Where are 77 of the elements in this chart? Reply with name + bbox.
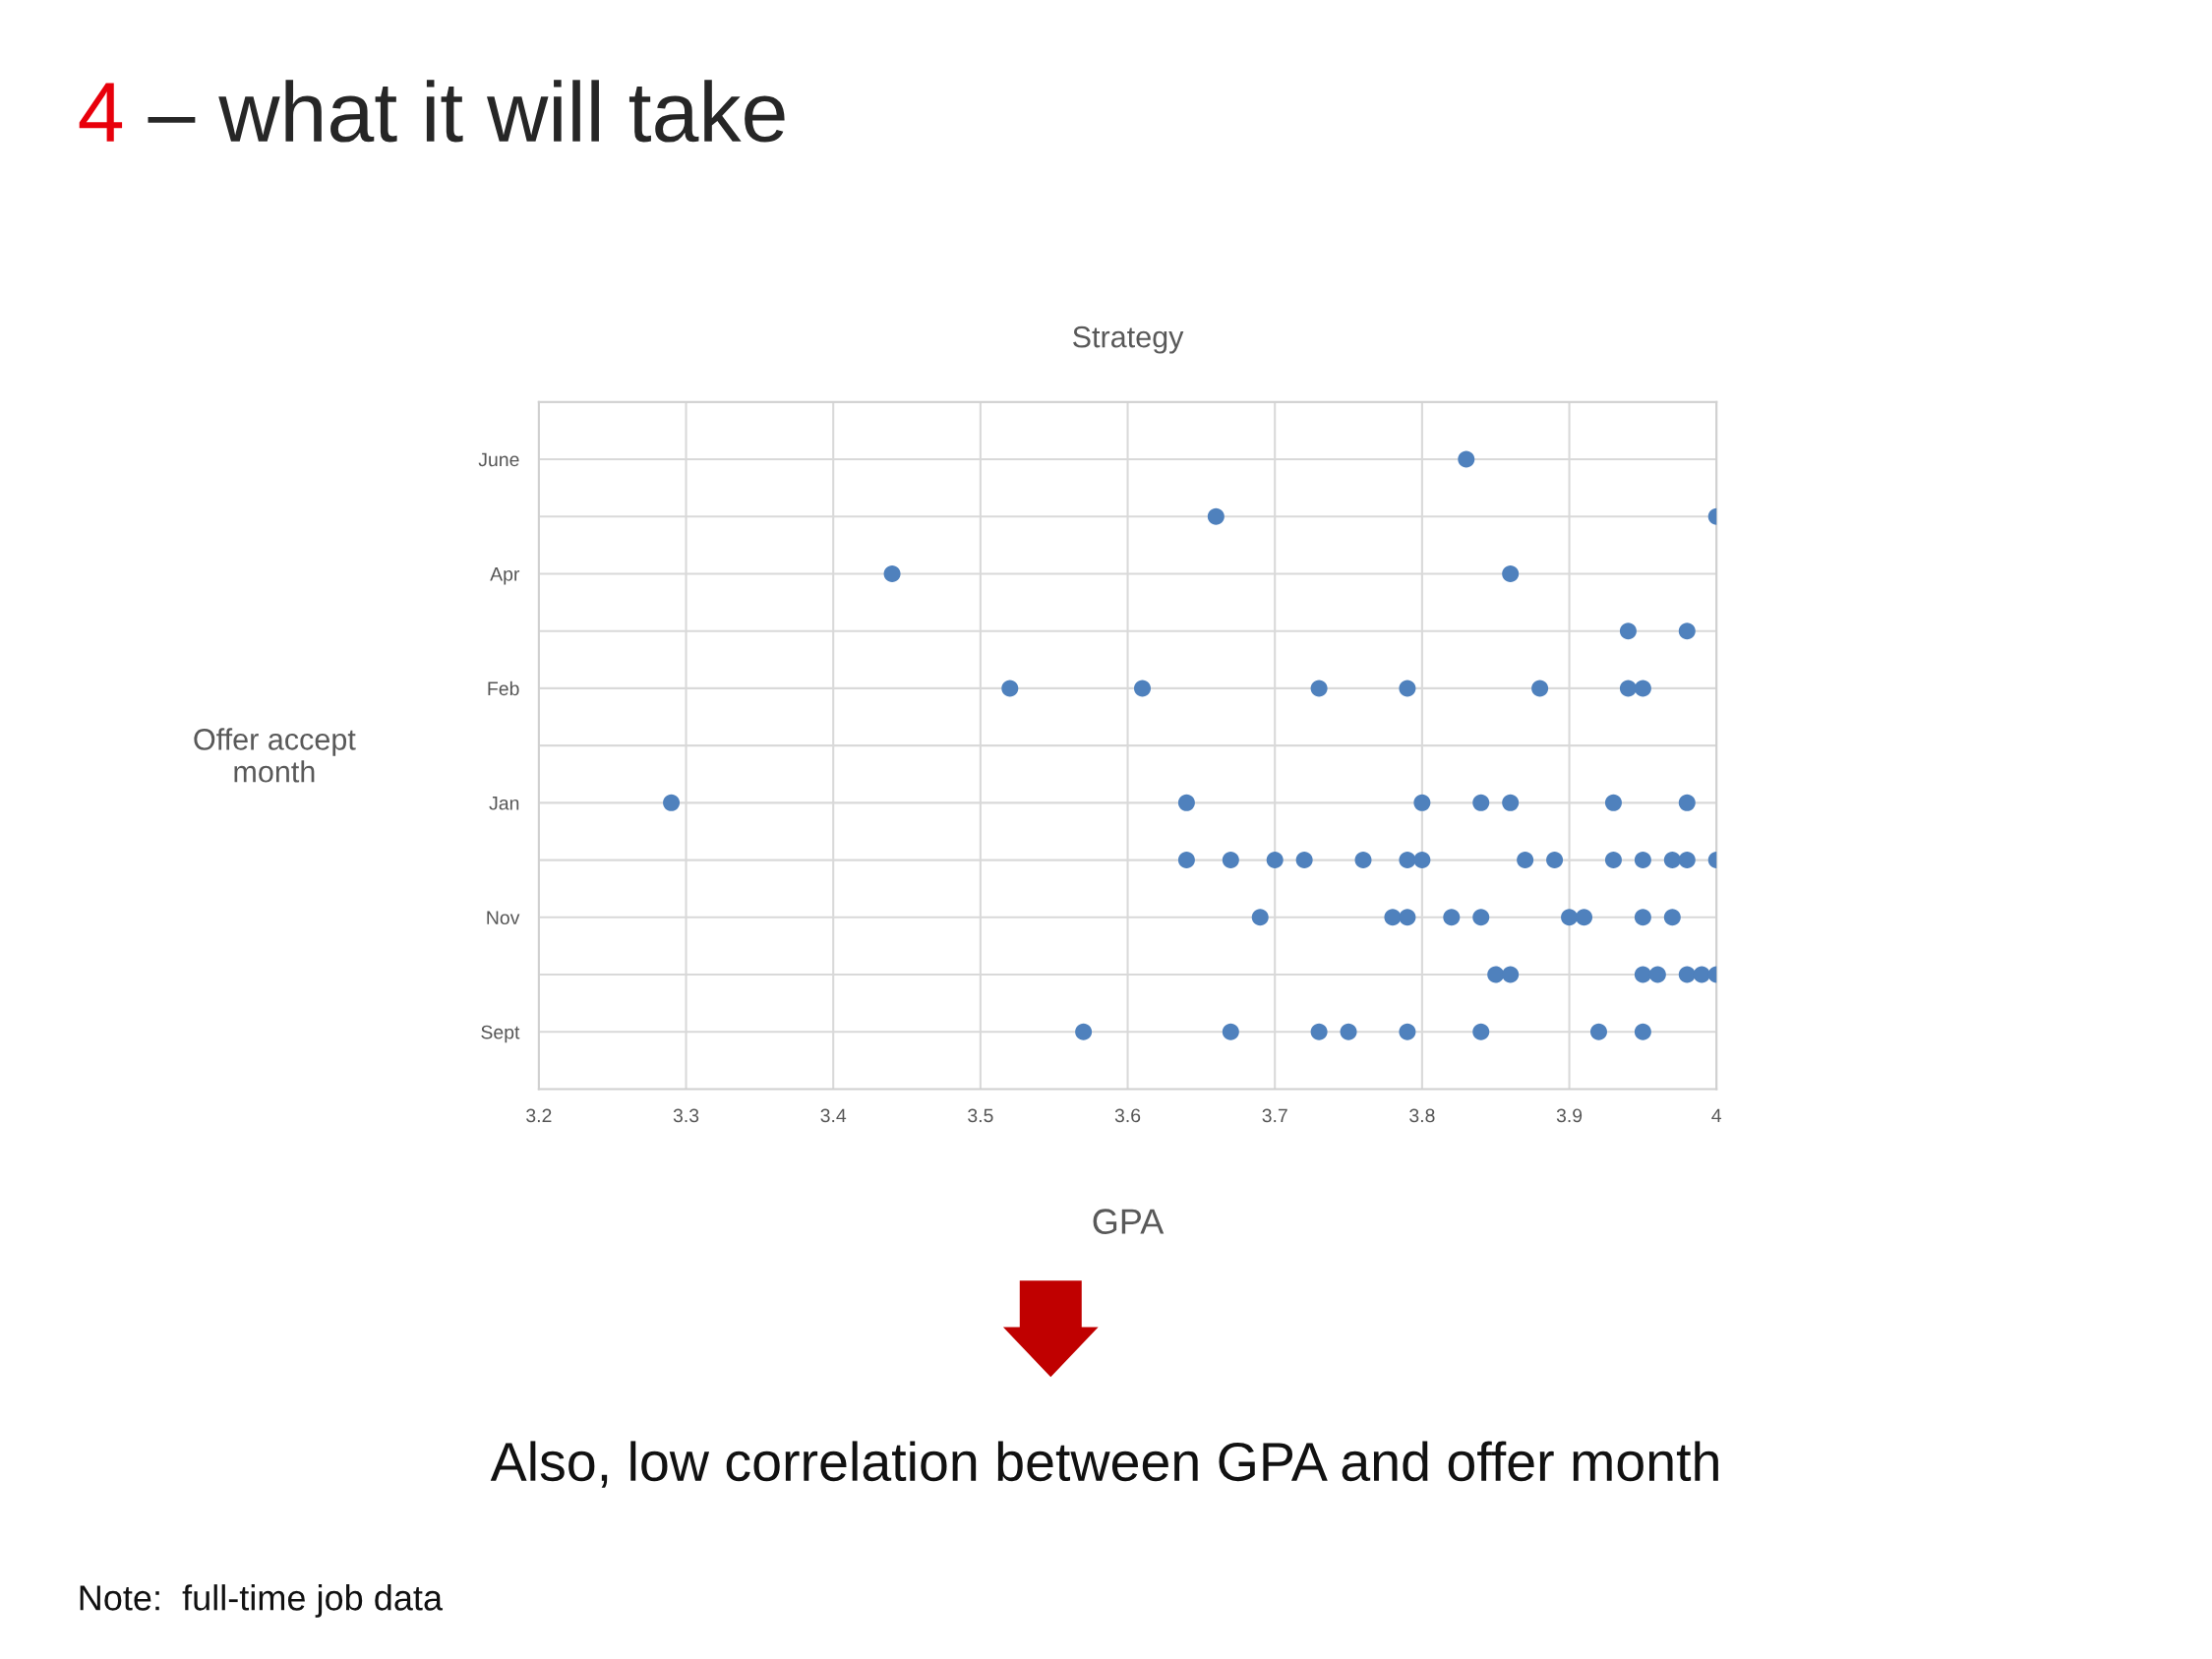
point (1413, 794, 1431, 811)
point (1531, 680, 1549, 697)
point (1634, 852, 1651, 869)
point (1663, 909, 1681, 926)
point (1207, 507, 1225, 525)
x-axis-title: GPA (1093, 1209, 1165, 1234)
point (1399, 909, 1416, 926)
x-tick-label: 3.2 (526, 1108, 552, 1123)
point (1310, 680, 1328, 697)
point (1502, 564, 1520, 582)
point (1589, 1023, 1607, 1040)
point (1413, 852, 1431, 869)
x-tick-label: 3.6 (1114, 1108, 1141, 1123)
point (1384, 909, 1402, 926)
y-axis-title: Offer accept month (194, 728, 356, 783)
point (1502, 794, 1520, 811)
point (1487, 966, 1505, 983)
x-tick-label: 3.9 (1556, 1108, 1583, 1123)
y-tick-label: June (478, 452, 519, 467)
point (1678, 966, 1696, 983)
text: 4 – what it will take (79, 80, 785, 143)
y-tick-label: Feb (488, 681, 519, 696)
text: Note: full-time job data (80, 1584, 444, 1618)
point (1517, 852, 1534, 869)
point (1561, 909, 1579, 926)
point (883, 564, 901, 582)
point (1678, 852, 1696, 869)
point (1576, 909, 1593, 926)
point (1472, 1023, 1490, 1040)
point (1399, 680, 1416, 697)
point (1266, 852, 1284, 869)
point (1222, 1023, 1239, 1040)
point (1340, 1023, 1357, 1040)
point (1134, 680, 1152, 697)
point (1177, 852, 1195, 869)
point (1693, 966, 1710, 983)
point (1678, 622, 1696, 640)
point (1295, 852, 1313, 869)
point (1177, 794, 1195, 811)
x-tick-label: 3.3 (673, 1108, 699, 1123)
point (1634, 966, 1651, 983)
point (1634, 680, 1651, 697)
point (1399, 852, 1416, 869)
point (1310, 1023, 1328, 1040)
y-tick-label: Sept (481, 1025, 520, 1043)
point (1472, 909, 1490, 926)
point (1472, 794, 1490, 811)
x-tick-label: 4 (1711, 1108, 1722, 1123)
point (1604, 852, 1622, 869)
point (1222, 852, 1239, 869)
point (1648, 966, 1666, 983)
point (1443, 909, 1461, 926)
point (1634, 1023, 1651, 1040)
point (1354, 852, 1372, 869)
point (1399, 1023, 1416, 1040)
point (1251, 909, 1269, 926)
point (1604, 794, 1622, 811)
point (1619, 680, 1637, 697)
point (1546, 852, 1564, 869)
point (663, 794, 681, 811)
x-tick-label: 3.8 (1409, 1108, 1435, 1123)
point (1001, 680, 1019, 697)
point (1075, 1023, 1093, 1040)
chart-title: Strategy (1073, 326, 1184, 354)
point (1663, 852, 1681, 869)
y-tick-label: Jan (489, 797, 519, 810)
point (1458, 450, 1475, 468)
x-tick-label: 3.5 (968, 1108, 993, 1123)
point (1634, 909, 1651, 926)
x-tick-label: 3.4 (820, 1108, 847, 1123)
point (1678, 794, 1696, 811)
point (1619, 622, 1637, 640)
x-tick-label: 3.7 (1262, 1108, 1287, 1123)
y-tick-label: Apr (490, 567, 520, 585)
y-tick-label: Nov (487, 911, 520, 925)
text: Also, low correlation between GPA and offer month (490, 1441, 1718, 1488)
point (1502, 966, 1520, 983)
